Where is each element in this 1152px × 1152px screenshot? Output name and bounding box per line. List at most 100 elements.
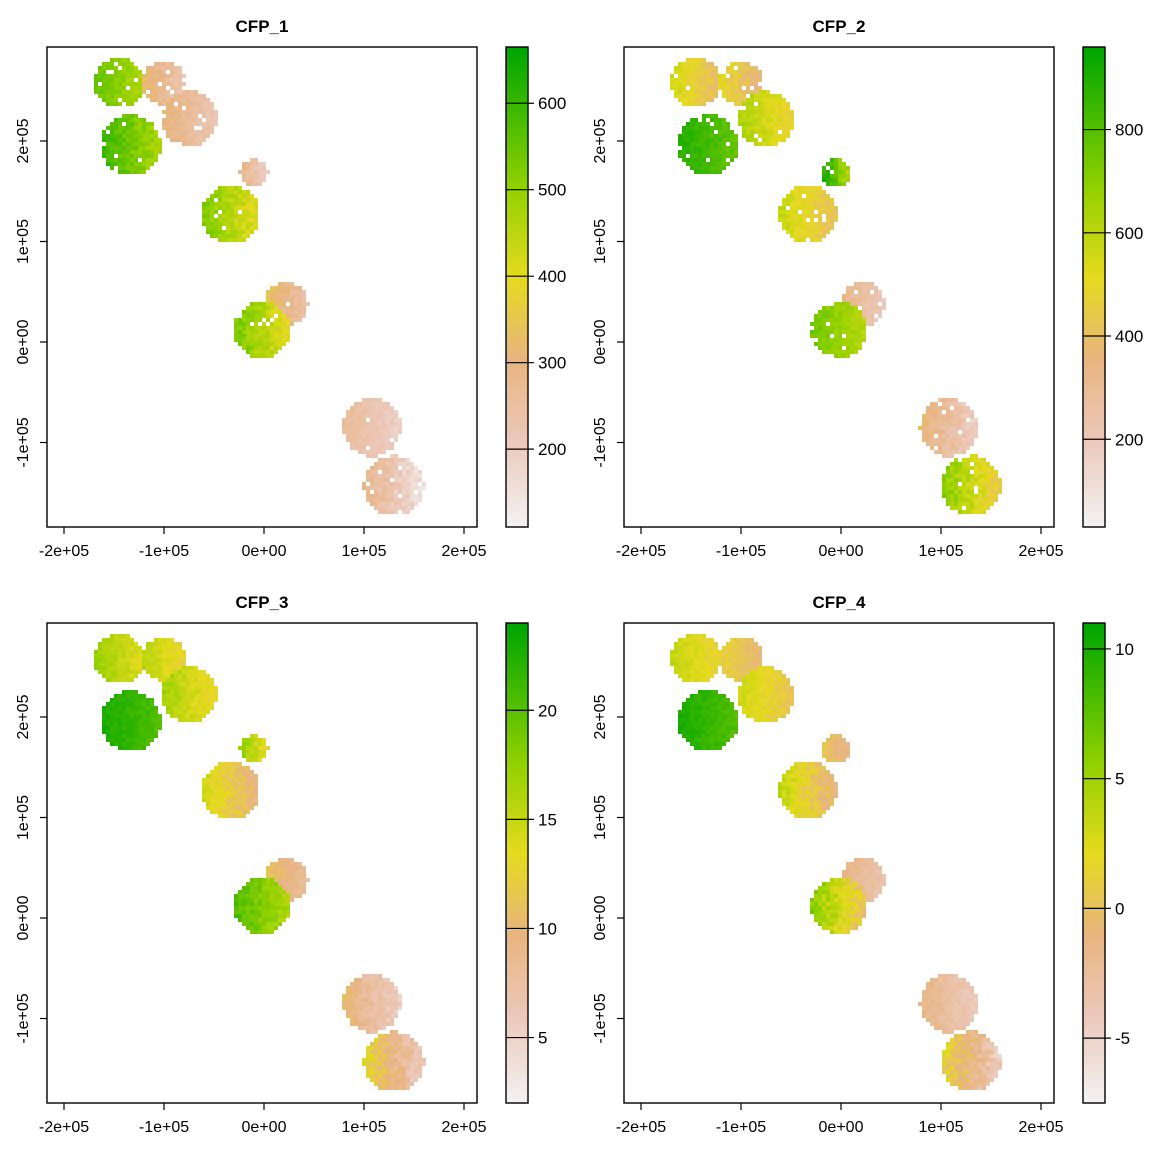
raster-cell: [250, 754, 254, 758]
raster-cell: [178, 118, 182, 122]
raster-cell: [162, 98, 166, 102]
raster-cell: [234, 910, 238, 914]
raster-cell: [114, 98, 118, 102]
raster-cell: [686, 74, 690, 78]
raster-cell: [266, 306, 270, 310]
colorbar-step: [506, 223, 528, 228]
raster-cell: [290, 318, 294, 322]
raster-cell: [762, 698, 766, 702]
raster-cell: [854, 306, 858, 310]
raster-cell: [698, 94, 702, 98]
raster-cell: [282, 914, 286, 918]
raster-cell: [202, 706, 206, 710]
y-tick-label: 2e+05: [15, 118, 32, 163]
raster-cell: [758, 126, 762, 130]
raster-cell: [734, 94, 738, 98]
raster-cell: [374, 1054, 378, 1058]
raster-cell: [250, 926, 254, 930]
colorbar-step: [1083, 483, 1105, 488]
raster-cell: [774, 98, 778, 102]
raster-cell: [166, 658, 170, 662]
raster-cell: [834, 350, 838, 354]
raster-cell: [706, 678, 710, 682]
colorbar-step: [506, 475, 528, 480]
raster-cell: [790, 782, 794, 786]
raster-cell: [214, 798, 218, 802]
raster-cell: [354, 446, 358, 450]
colorbar-step: [506, 47, 528, 52]
raster-cell: [290, 302, 294, 306]
raster-cell: [98, 86, 102, 90]
raster-cell: [798, 186, 802, 190]
raster-cell: [762, 678, 766, 682]
raster-cell: [854, 302, 858, 306]
raster-cell: [722, 722, 726, 726]
raster-cell: [774, 706, 778, 710]
raster-cell: [250, 314, 254, 318]
colorbar-step: [506, 679, 528, 684]
raster-cell: [118, 134, 122, 138]
raster-cell: [394, 498, 398, 502]
raster-cell: [238, 170, 242, 174]
raster-cell: [262, 898, 266, 902]
raster-cell: [418, 470, 422, 474]
raster-cell: [678, 70, 682, 74]
colorbar-step: [506, 863, 528, 868]
raster-cell: [342, 1006, 346, 1010]
raster-cell: [134, 734, 138, 738]
raster-cell: [190, 130, 194, 134]
raster-cell: [154, 146, 158, 150]
raster-cell: [126, 150, 130, 154]
raster-cell: [706, 654, 710, 658]
raster-cell: [346, 410, 350, 414]
raster-cell: [726, 710, 730, 714]
raster-cell: [242, 798, 246, 802]
raster-cell: [750, 78, 754, 82]
raster-cell: [754, 90, 758, 94]
raster-cell: [730, 646, 734, 650]
raster-cell: [398, 1038, 402, 1042]
raster-cell: [830, 350, 834, 354]
raster-cell: [710, 82, 714, 86]
colorbar-step: [506, 91, 528, 96]
raster-cell: [866, 318, 870, 322]
raster-cell: [702, 722, 706, 726]
colorbar-step: [1083, 99, 1105, 104]
raster-cell: [198, 134, 202, 138]
raster-cell: [694, 74, 698, 78]
colorbar-step: [1083, 91, 1105, 96]
raster-cell: [114, 58, 118, 62]
raster-cell: [142, 130, 146, 134]
raster-cell: [126, 742, 130, 746]
raster-cell: [234, 190, 238, 194]
raster-cell: [678, 62, 682, 66]
raster-cell: [278, 866, 282, 870]
raster-cell: [706, 722, 710, 726]
raster-cell: [826, 230, 830, 234]
raster-cell: [386, 1066, 390, 1070]
raster-cell: [410, 490, 414, 494]
raster-cell: [854, 282, 858, 286]
raster-cell: [922, 434, 926, 438]
raster-cell: [754, 74, 758, 78]
raster-cell: [394, 426, 398, 430]
raster-cell: [178, 662, 182, 666]
raster-cell: [786, 226, 790, 230]
raster-cell: [874, 302, 878, 306]
raster-cell: [182, 122, 186, 126]
raster-cell: [250, 194, 254, 198]
raster-cell: [386, 510, 390, 514]
raster-cell: [786, 678, 790, 682]
raster-cell: [218, 778, 222, 782]
raster-cell: [838, 322, 842, 326]
raster-cell: [698, 142, 702, 146]
raster-cell: [170, 658, 174, 662]
colorbar-step: [506, 71, 528, 76]
raster-cell: [778, 94, 782, 98]
raster-cell: [690, 138, 694, 142]
raster-cell: [130, 706, 134, 710]
raster-cell: [378, 1038, 382, 1042]
colorbar-step: [506, 683, 528, 688]
raster-cell: [822, 234, 826, 238]
raster-cell: [354, 998, 358, 1002]
